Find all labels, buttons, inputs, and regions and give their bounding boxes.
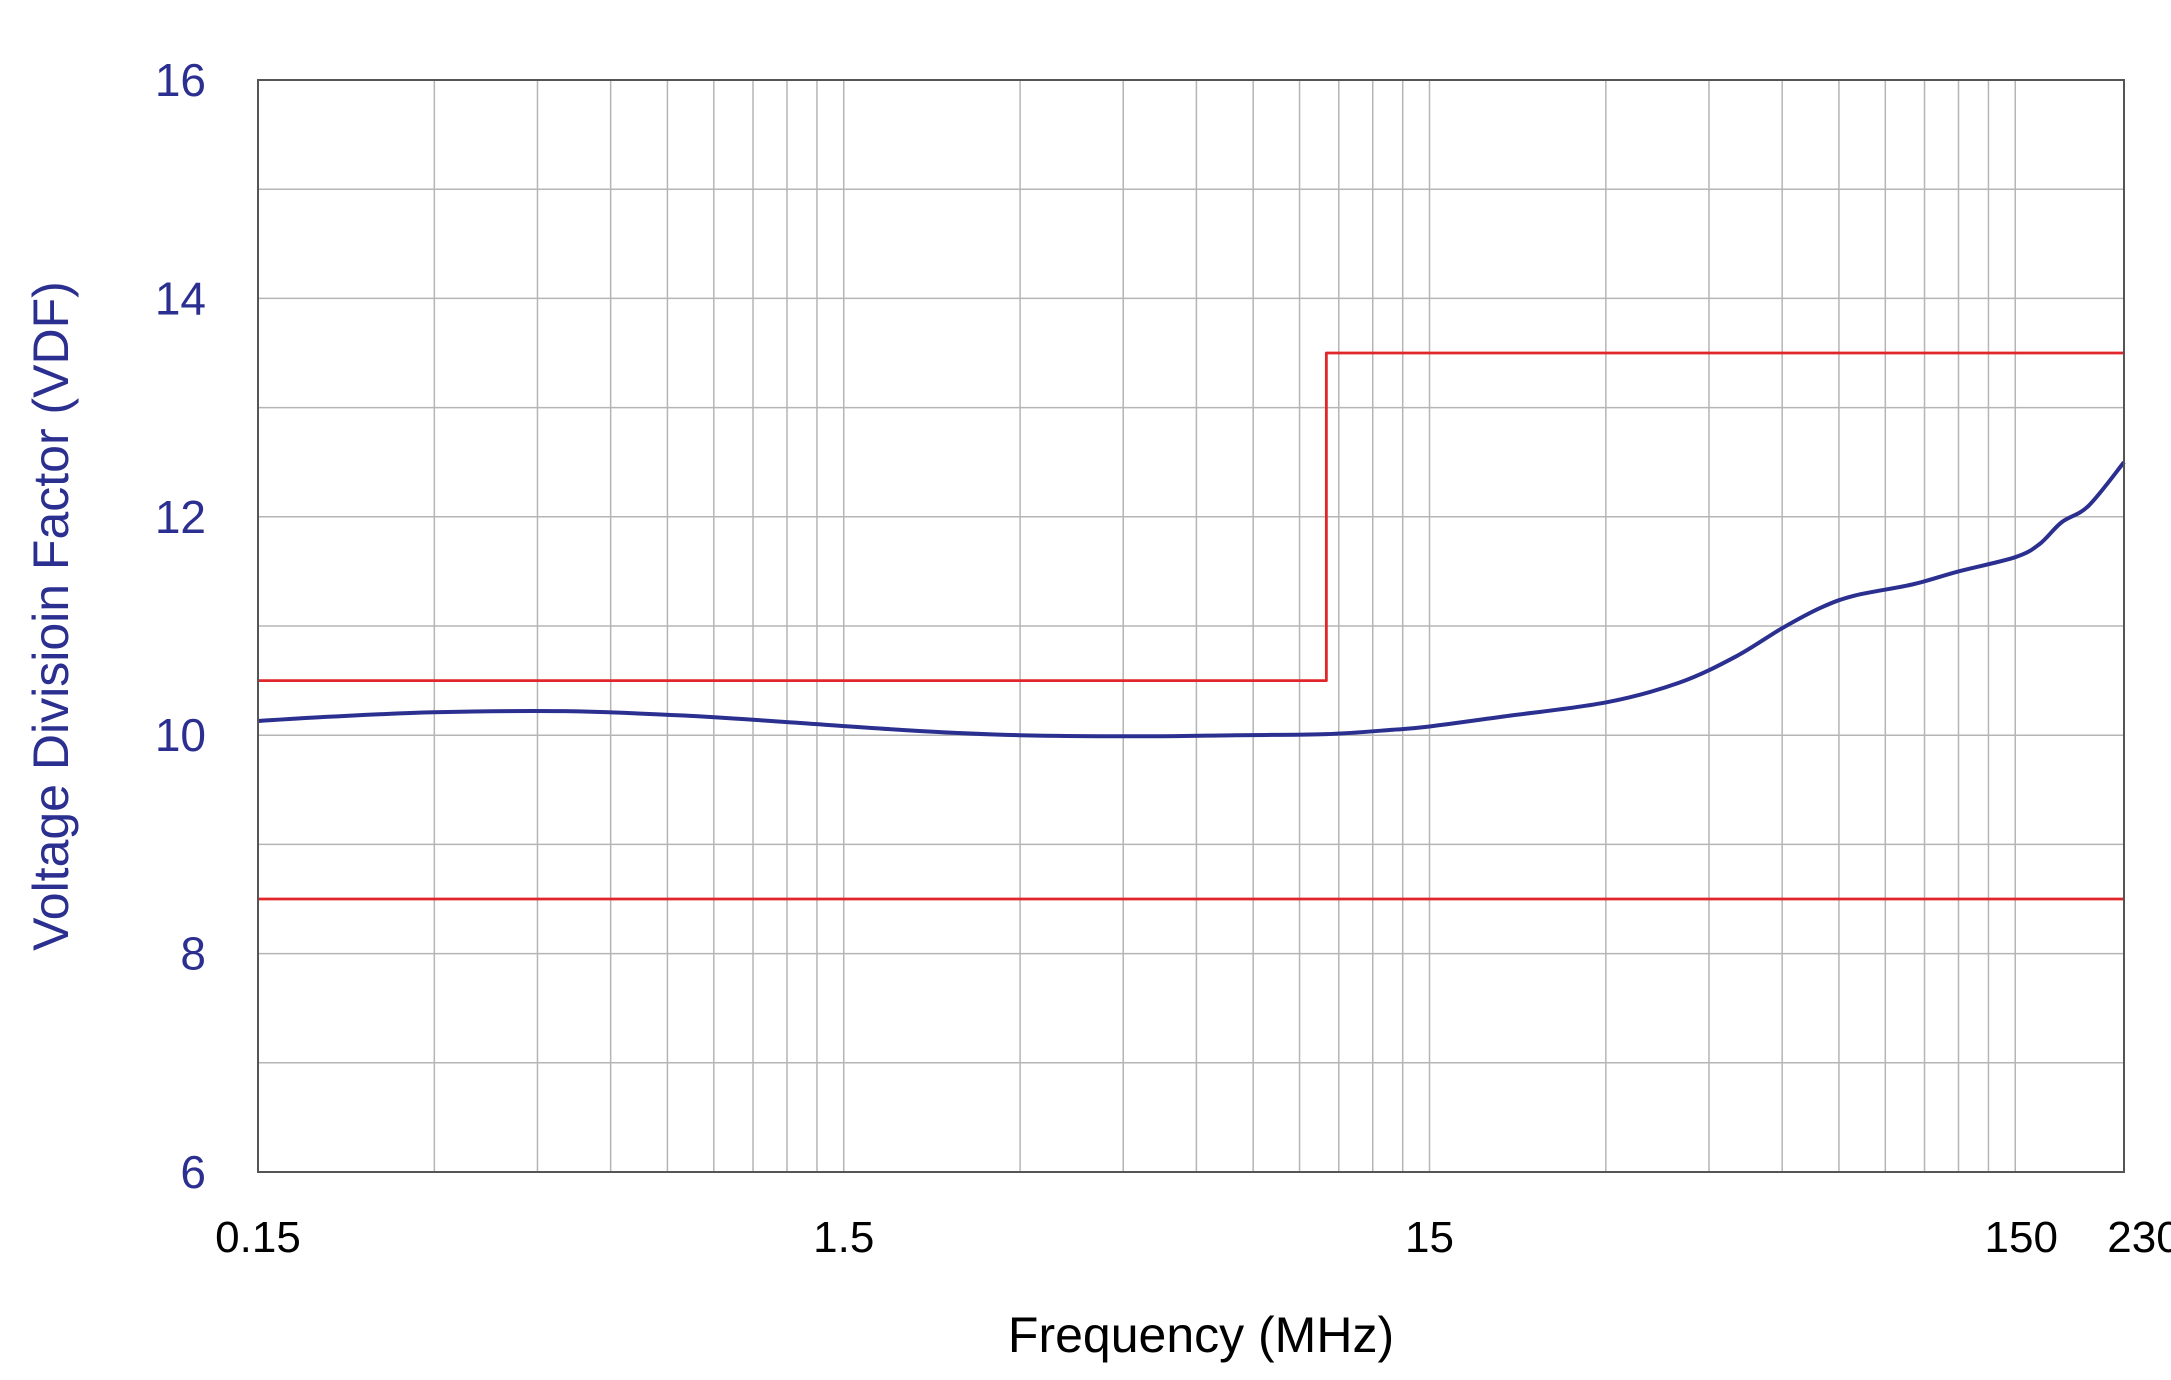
x-tick-label: 150: [1985, 1213, 2058, 1262]
y-axis-title: Voltage Divisioin Factor (VDF): [23, 281, 79, 951]
y-tick-label: 14: [155, 272, 206, 324]
y-tick-label: 6: [180, 1146, 206, 1198]
x-tick-label: 230: [2107, 1213, 2171, 1262]
upper-limit-line: [258, 351, 2124, 682]
x-tick-label: 1.5: [813, 1213, 874, 1262]
x-tick-labels: 0.15 1.5 15 150 230: [215, 1213, 2171, 1262]
x-tick-label: 0.15: [215, 1213, 301, 1262]
measured-line: [257, 460, 2126, 739]
x-axis-title: Frequency (MHz): [1008, 1307, 1394, 1363]
series-layer: [257, 351, 2126, 901]
y-tick-labels: 6 8 10 12 14 16: [155, 54, 206, 1198]
y-tick-label: 10: [155, 709, 206, 761]
y-tick-label: 16: [155, 54, 206, 106]
plot-frame: [257, 79, 2125, 1173]
x-tick-label: 15: [1405, 1213, 1454, 1262]
y-tick-label: 8: [180, 928, 206, 980]
grid-lines: [258, 80, 2124, 1172]
y-tick-label: 12: [155, 491, 206, 543]
